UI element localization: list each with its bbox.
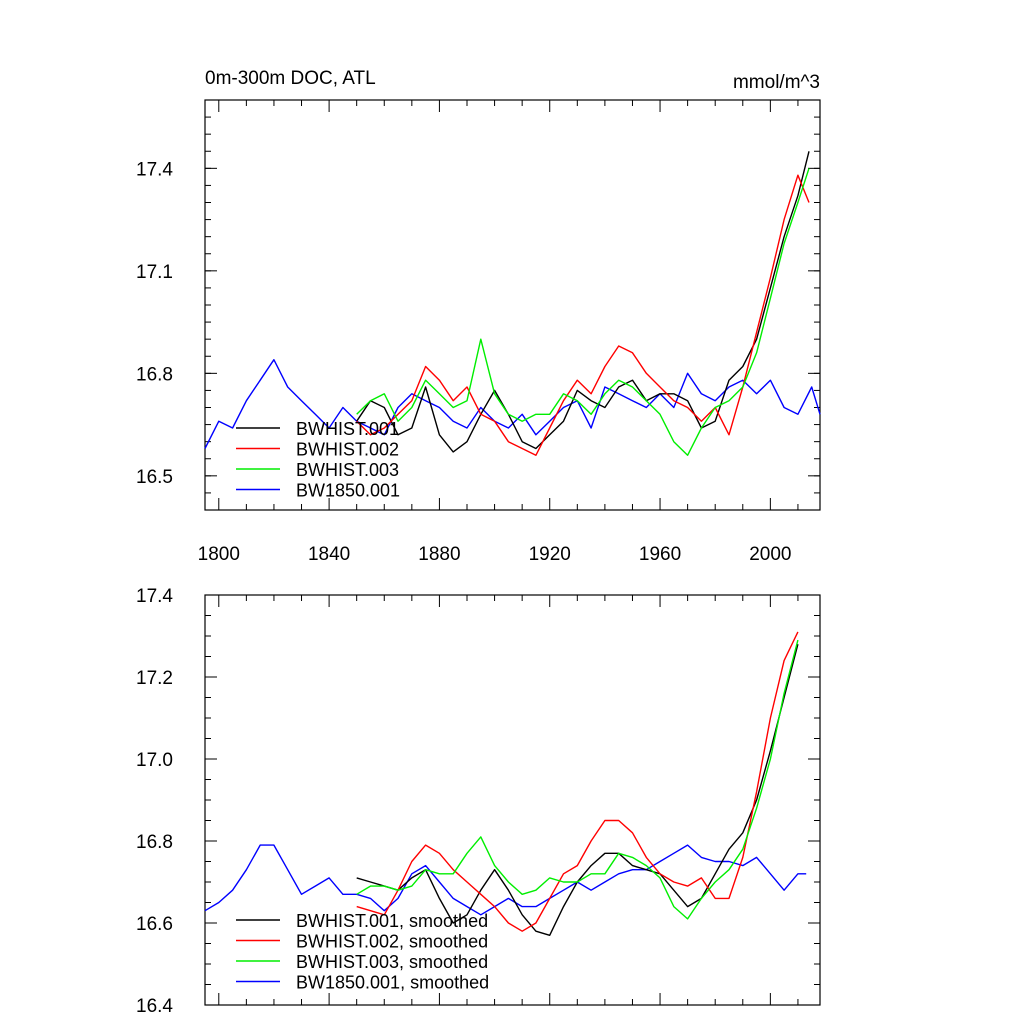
series-line-bwhist-002 <box>356 631 799 932</box>
y-tick-label: 16.5 <box>136 467 173 488</box>
y-tick-label: 16.6 <box>136 914 173 935</box>
y-tick-label: 16.8 <box>136 832 173 853</box>
legend-label: BWHIST.002, smoothed <box>296 932 488 952</box>
x-tick-label: 1840 <box>308 544 350 565</box>
legend-label: BW1850.001, smoothed <box>296 973 489 993</box>
y-tick-label: 16.8 <box>136 364 173 385</box>
top-ticks: 1800 1840 1880 1920 1960 2000 16.5 16.8 17.1 17.4 <box>136 99 820 565</box>
legend-label: BWHIST.001 <box>296 419 399 439</box>
bottom-panel: 16.4 16.6 16.8 17.0 17.2 17.4 BWHIST.001, smo… <box>136 586 821 1017</box>
y-tick-label: 17.4 <box>136 586 173 607</box>
y-tick-label: 17.1 <box>136 262 173 283</box>
x-tick-label: 1960 <box>639 544 681 565</box>
series-line-bwhist-002 <box>356 174 810 456</box>
bottom-series <box>204 631 807 936</box>
series-line-bwhist-003 <box>356 639 799 920</box>
top-panel: 1800 1840 1880 1920 1960 2000 16.5 16.8 17.1 17.4… <box>136 68 821 565</box>
series-line-bwhist-003 <box>356 168 810 456</box>
legend-label: BWHIST.001, smoothed <box>296 911 488 931</box>
y-tick-label: 17.0 <box>136 750 173 771</box>
x-tick-label: 2000 <box>749 544 791 565</box>
top-chart-title: 0m-300m DOC, ATL <box>205 68 376 89</box>
legend-label: BW1850.001 <box>296 481 400 501</box>
x-tick-label: 1880 <box>418 544 460 565</box>
x-tick-label: 1800 <box>198 544 240 565</box>
x-tick-label: 1920 <box>529 544 571 565</box>
series-line-bw1850-001 <box>204 844 807 916</box>
legend-label: BWHIST.003 <box>296 460 399 480</box>
series-line-bw1850-001 <box>204 359 821 449</box>
y-tick-label: 17.4 <box>136 159 173 180</box>
legend-label: BWHIST.002 <box>296 440 399 460</box>
series-line-bwhist-001 <box>356 151 810 453</box>
legend-label: BWHIST.003, smoothed <box>296 952 488 972</box>
top-series <box>204 151 821 456</box>
y-tick-label: 16.4 <box>136 996 173 1017</box>
bottom-ticks: 16.4 16.6 16.8 17.0 17.2 17.4 <box>136 586 820 1017</box>
top-chart-units: mmol/m^3 <box>733 72 820 93</box>
y-tick-label: 17.2 <box>136 668 173 689</box>
